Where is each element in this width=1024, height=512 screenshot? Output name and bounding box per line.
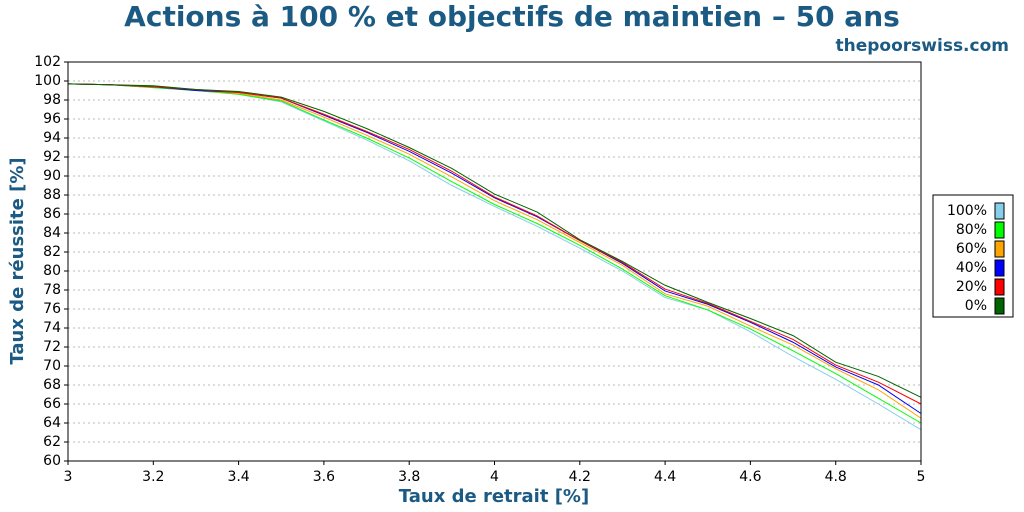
y-tick-label: 72 <box>43 339 61 355</box>
x-tick-label: 4.4 <box>654 469 676 485</box>
y-tick-label: 74 <box>43 320 61 336</box>
legend-label: 40% <box>956 260 987 276</box>
series-line <box>67 83 922 419</box>
y-tick-label: 76 <box>43 301 61 317</box>
series-line <box>67 83 922 414</box>
x-axis-title: Taux de retrait [%] <box>399 486 589 507</box>
legend-label: 80% <box>956 222 987 238</box>
y-tick-label: 78 <box>43 282 61 298</box>
chart-subtitle: thepoorswiss.com <box>836 36 1010 56</box>
x-tick-label: 3 <box>64 469 73 485</box>
x-tick-label: 5 <box>917 469 926 485</box>
y-tick-label: 84 <box>43 225 61 241</box>
y-tick-label: 94 <box>43 130 61 146</box>
legend-label: 0% <box>965 298 987 314</box>
legend-label: 100% <box>947 203 987 219</box>
x-tick-label: 3.4 <box>227 469 249 485</box>
y-axis-title: Taux de réussite [%] <box>7 157 28 364</box>
y-tick-label: 60 <box>43 453 61 469</box>
chart-title: Actions à 100 % et objectifs de maintien… <box>124 0 900 33</box>
legend-swatch <box>994 202 1005 220</box>
y-tick-label: 64 <box>43 415 61 431</box>
x-tick-label: 3.6 <box>313 469 335 485</box>
x-tick-label: 3.8 <box>398 469 420 485</box>
legend-label: 20% <box>956 279 987 295</box>
x-tick-label: 3.2 <box>142 469 164 485</box>
y-tick-label: 96 <box>43 111 61 127</box>
y-tick-label: 66 <box>43 396 61 412</box>
y-tick-label: 88 <box>43 187 61 203</box>
x-tick-label: 4.8 <box>825 469 847 485</box>
legend-swatch <box>994 240 1005 258</box>
y-tick-label: 82 <box>43 244 61 260</box>
y-tick-label: 86 <box>43 206 61 222</box>
x-tick-label: 4.2 <box>569 469 591 485</box>
legend-swatch <box>994 278 1005 296</box>
y-tick-label: 80 <box>43 263 61 279</box>
legend-label: 60% <box>956 241 987 257</box>
legend-swatch <box>994 259 1005 277</box>
x-tick-label: 4 <box>490 469 499 485</box>
y-tick-label: 70 <box>43 358 61 374</box>
y-tick-label: 68 <box>43 377 61 393</box>
series-line <box>67 83 922 398</box>
y-tick-label: 102 <box>34 54 61 70</box>
plot-frame <box>67 61 922 462</box>
legend-swatch <box>994 221 1005 239</box>
y-tick-label: 90 <box>43 168 61 184</box>
y-tick-label: 100 <box>34 73 61 89</box>
x-tick-label: 4.6 <box>739 469 761 485</box>
y-tick-label: 98 <box>43 92 61 108</box>
y-tick-label: 62 <box>43 434 61 450</box>
y-tick-label: 92 <box>43 149 61 165</box>
series-line <box>67 83 922 424</box>
legend-swatch <box>994 297 1005 315</box>
series-line <box>67 83 922 431</box>
